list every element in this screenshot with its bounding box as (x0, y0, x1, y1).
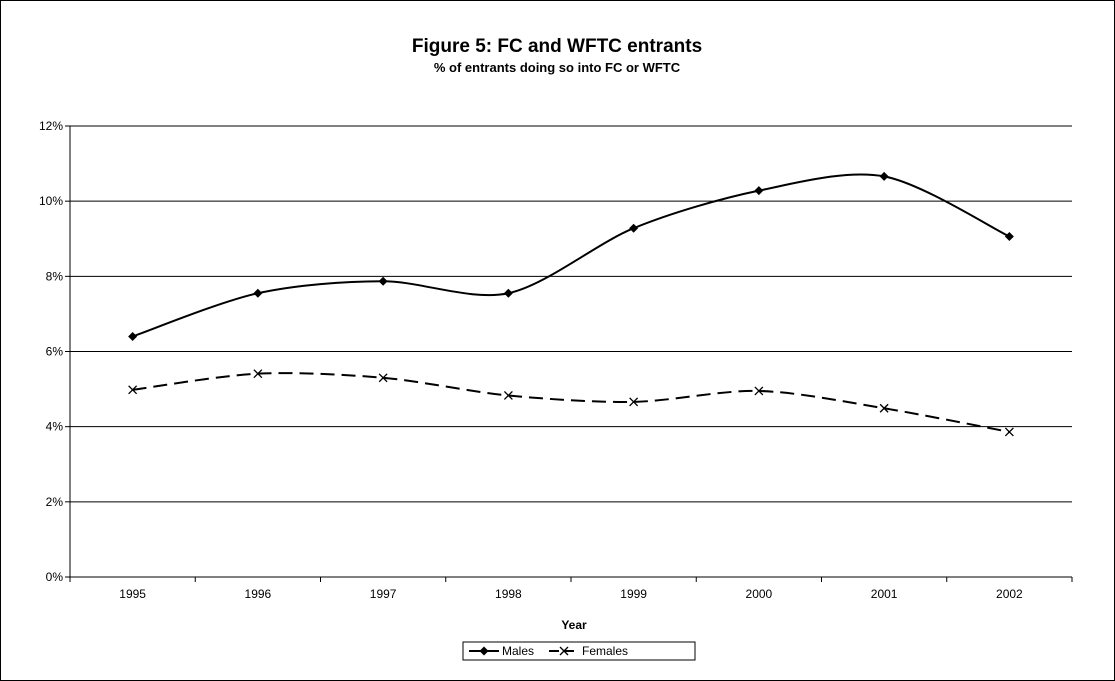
data-point (128, 385, 138, 395)
data-point (754, 186, 764, 196)
data-point (503, 391, 513, 400)
x-tick-label: 1995 (119, 587, 146, 601)
data-point (1004, 427, 1014, 437)
legend-marker (479, 646, 489, 656)
y-tick-label: 12% (39, 119, 63, 133)
data-point (754, 386, 764, 396)
data-point (629, 397, 639, 407)
chart-title: Figure 5: FC and WFTC entrants (412, 36, 702, 57)
x-tick-label: 2001 (871, 587, 898, 601)
legend-entry: Males (469, 644, 534, 658)
series-females (128, 369, 1014, 437)
data-point (629, 223, 639, 233)
data-point (253, 288, 263, 298)
data-point (1004, 231, 1014, 241)
legend: Males Females (462, 641, 696, 661)
x-tick-label: 2000 (746, 587, 773, 601)
data-point (879, 171, 889, 181)
x-axis-title: Year (561, 618, 587, 632)
y-tick-label: 0% (46, 570, 64, 584)
data-point (503, 288, 513, 298)
legend-box (462, 641, 696, 661)
series-layer (128, 171, 1014, 437)
legend-marker (559, 646, 569, 656)
legend-label: Males (502, 644, 534, 658)
y-tick-label: 10% (39, 194, 63, 208)
y-tick-label: 2% (46, 495, 64, 509)
data-point (879, 403, 889, 413)
data-point (128, 331, 138, 341)
y-tick-label: 6% (46, 345, 64, 359)
series-line (132, 173, 1010, 338)
x-tick-label: 2002 (996, 587, 1023, 601)
chart-subtitle: % of entrants doing so into FC or WFTC (434, 60, 681, 75)
x-tick-label: 1998 (495, 587, 522, 601)
axes: 0% 2% 4% 6% 8% 10% 12% 1995 1996 1997 1998 1999 2000… (39, 119, 1073, 601)
legend-label: Females (582, 644, 628, 658)
y-tick-label: 8% (46, 269, 64, 283)
x-tick-label: 1999 (620, 587, 647, 601)
data-point (378, 373, 388, 383)
gridlines (70, 125, 1072, 503)
series-line (132, 372, 1010, 433)
y-tick-label: 4% (46, 420, 64, 434)
data-point (378, 276, 388, 286)
x-tick-label: 1996 (245, 587, 272, 601)
x-tick-label: 1997 (370, 587, 397, 601)
data-point (253, 369, 263, 379)
legend-entry: Females (549, 644, 628, 658)
series-males (128, 171, 1014, 341)
